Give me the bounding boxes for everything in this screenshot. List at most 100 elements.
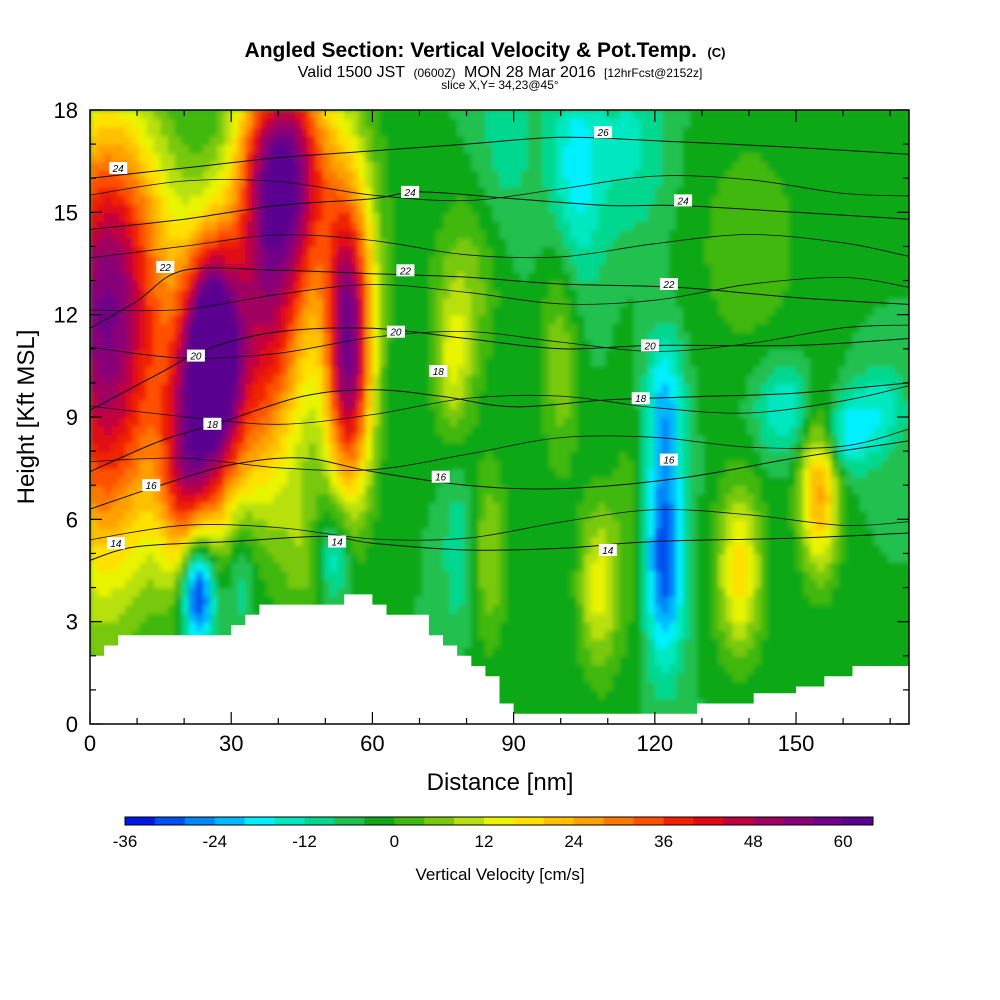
velocity-cell xyxy=(104,220,112,231)
velocity-cell xyxy=(534,459,543,469)
velocity-cell xyxy=(153,391,162,401)
velocity-cell xyxy=(174,382,183,393)
velocity-cell xyxy=(104,169,112,180)
velocity-cell xyxy=(421,527,430,538)
velocity-cell xyxy=(245,229,254,239)
velocity-cell xyxy=(548,672,557,683)
velocity-cell xyxy=(118,374,127,384)
velocity-cell xyxy=(386,263,395,273)
velocity-cell xyxy=(527,246,536,256)
velocity-cell xyxy=(153,272,162,282)
velocity-cell xyxy=(104,127,112,137)
velocity-cell xyxy=(513,152,522,162)
velocity-cell xyxy=(259,203,268,214)
velocity-cell xyxy=(407,604,416,614)
velocity-cell xyxy=(160,272,169,282)
velocity-cell xyxy=(464,254,473,265)
velocity-cell xyxy=(238,203,247,214)
velocity-cell xyxy=(238,442,247,452)
velocity-cell xyxy=(153,118,162,128)
velocity-cell xyxy=(90,382,98,393)
velocity-cell xyxy=(245,340,254,350)
velocity-cell xyxy=(315,493,324,504)
velocity-cell xyxy=(125,161,134,171)
velocity-cell xyxy=(555,203,564,214)
velocity-cell xyxy=(245,212,254,222)
velocity-cell xyxy=(527,340,536,350)
velocity-cell xyxy=(400,527,409,538)
velocity-cell xyxy=(393,186,402,197)
velocity-cell xyxy=(450,587,458,597)
velocity-cell xyxy=(245,220,254,231)
velocity-cell xyxy=(308,178,317,188)
velocity-cell xyxy=(188,442,197,452)
velocity-cell xyxy=(506,408,515,418)
velocity-cell xyxy=(238,527,247,538)
velocity-cell xyxy=(527,169,536,180)
velocity-cell xyxy=(414,152,423,162)
velocity-cell xyxy=(160,382,169,393)
velocity-cell xyxy=(443,306,451,316)
velocity-cell xyxy=(577,621,586,631)
velocity-cell xyxy=(294,229,303,239)
velocity-cell xyxy=(344,408,353,418)
velocity-cell xyxy=(188,127,197,137)
velocity-cell xyxy=(280,527,289,538)
velocity-cell xyxy=(139,237,148,248)
velocity-cell xyxy=(534,152,543,162)
velocity-cell xyxy=(153,442,162,452)
velocity-cell xyxy=(563,630,571,640)
velocity-cell xyxy=(351,229,360,239)
velocity-cell xyxy=(513,630,522,640)
velocity-cell xyxy=(330,127,338,137)
velocity-cell xyxy=(379,178,388,188)
velocity-cell xyxy=(132,323,141,333)
velocity-cell xyxy=(125,237,134,248)
velocity-cell xyxy=(231,493,240,504)
velocity-cell xyxy=(344,314,353,324)
velocity-cell xyxy=(238,306,247,316)
velocity-cell xyxy=(118,510,127,521)
velocity-cell xyxy=(97,348,105,359)
velocity-cell xyxy=(294,596,303,606)
velocity-cell xyxy=(330,485,338,495)
velocity-cell xyxy=(97,553,105,563)
velocity-cell xyxy=(513,417,522,427)
velocity-cell xyxy=(555,706,564,717)
velocity-cell xyxy=(386,459,395,469)
velocity-cell xyxy=(457,365,465,376)
velocity-cell xyxy=(132,493,141,504)
velocity-cell xyxy=(400,254,409,265)
velocity-cell xyxy=(464,527,473,538)
velocity-cell xyxy=(224,340,233,350)
velocity-cell xyxy=(301,434,310,444)
velocity-cell xyxy=(160,323,169,333)
velocity-cell xyxy=(478,630,487,640)
velocity-cell xyxy=(266,382,275,393)
velocity-cell xyxy=(330,553,338,563)
velocity-cell xyxy=(174,374,183,384)
velocity-cell xyxy=(428,502,437,512)
velocity-cell xyxy=(527,579,536,589)
velocity-cell xyxy=(372,297,381,307)
velocity-cell xyxy=(217,536,225,546)
velocity-cell xyxy=(252,152,261,162)
velocity-cell xyxy=(577,604,586,614)
velocity-cell xyxy=(541,127,550,137)
velocity-cell xyxy=(520,621,529,631)
velocity-cell xyxy=(238,152,247,162)
velocity-cell xyxy=(393,527,402,538)
velocity-cell xyxy=(90,544,98,555)
velocity-cell xyxy=(421,152,430,162)
velocity-cell xyxy=(499,408,508,418)
velocity-cell xyxy=(435,459,444,469)
velocity-cell xyxy=(280,468,289,478)
velocity-cell xyxy=(111,263,120,273)
velocity-cell xyxy=(181,314,190,324)
velocity-cell xyxy=(464,340,473,350)
velocity-cell xyxy=(330,348,338,359)
velocity-cell xyxy=(181,459,190,469)
velocity-cell xyxy=(492,118,501,128)
velocity-cell xyxy=(534,374,543,384)
velocity-cell xyxy=(520,655,529,666)
